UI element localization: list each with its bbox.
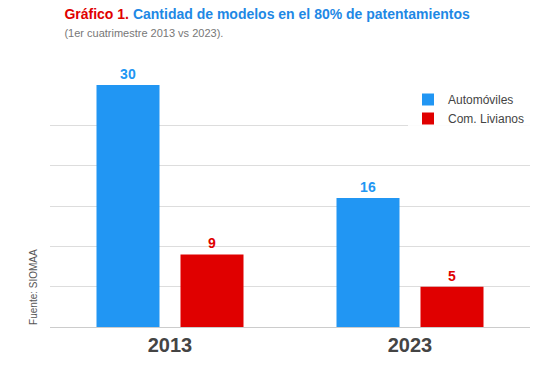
svg-text:Fuente: SIOMAA: Fuente: SIOMAA (28, 249, 39, 325)
svg-text:16: 16 (360, 179, 376, 195)
svg-text:Gráfico 1. Cantidad de modelos: Gráfico 1. Cantidad de modelos en el 80%… (64, 6, 470, 39)
svg-text:Automóviles: Automóviles (448, 93, 513, 107)
svg-text:5: 5 (448, 268, 456, 284)
svg-text:2013: 2013 (148, 334, 193, 356)
svg-text:9: 9 (208, 235, 216, 251)
svg-text:2023: 2023 (388, 334, 433, 356)
svg-text:Com. Livianos: Com. Livianos (448, 112, 524, 126)
svg-text:30: 30 (120, 66, 136, 82)
